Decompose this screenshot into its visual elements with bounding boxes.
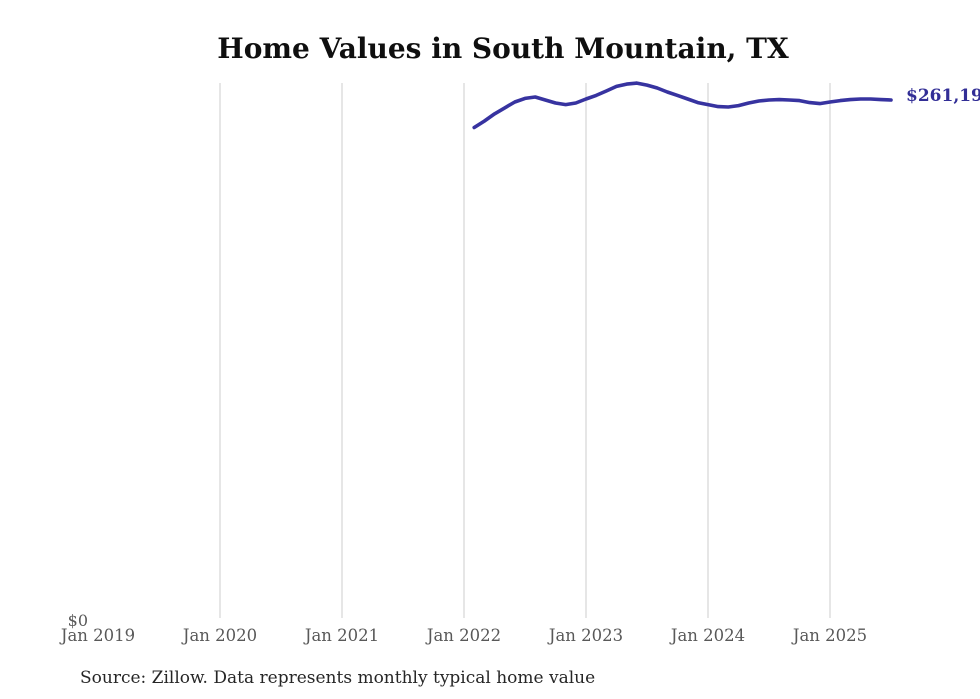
x-tick-label-jan-2025: Jan 2025 [791, 626, 867, 645]
home-value-line-series [472, 81, 893, 130]
x-tick-label-jan-2022: Jan 2022 [425, 626, 501, 645]
x-tick-label-jan-2024: Jan 2024 [669, 626, 745, 645]
source-note: Source: Zillow. Data represents monthly … [80, 668, 595, 688]
x-axis-tick-labels: Jan 2019 Jan 2020 Jan 2021 Jan 2022 Jan 2023… [59, 626, 867, 645]
latest-value-label: $261,192 [906, 86, 980, 106]
x-tick-label-jan-2021: Jan 2021 [303, 626, 379, 645]
x-tick-label-jan-2020: Jan 2020 [181, 626, 257, 645]
y-axis-zero-label: $0 [68, 611, 88, 630]
vertical-gridlines [219, 83, 831, 618]
x-tick-label-jan-2019: Jan 2019 [59, 626, 135, 645]
x-tick-label-jan-2023: Jan 2023 [547, 626, 623, 645]
chart-title: Home Values in South Mountain, TX [217, 32, 789, 65]
